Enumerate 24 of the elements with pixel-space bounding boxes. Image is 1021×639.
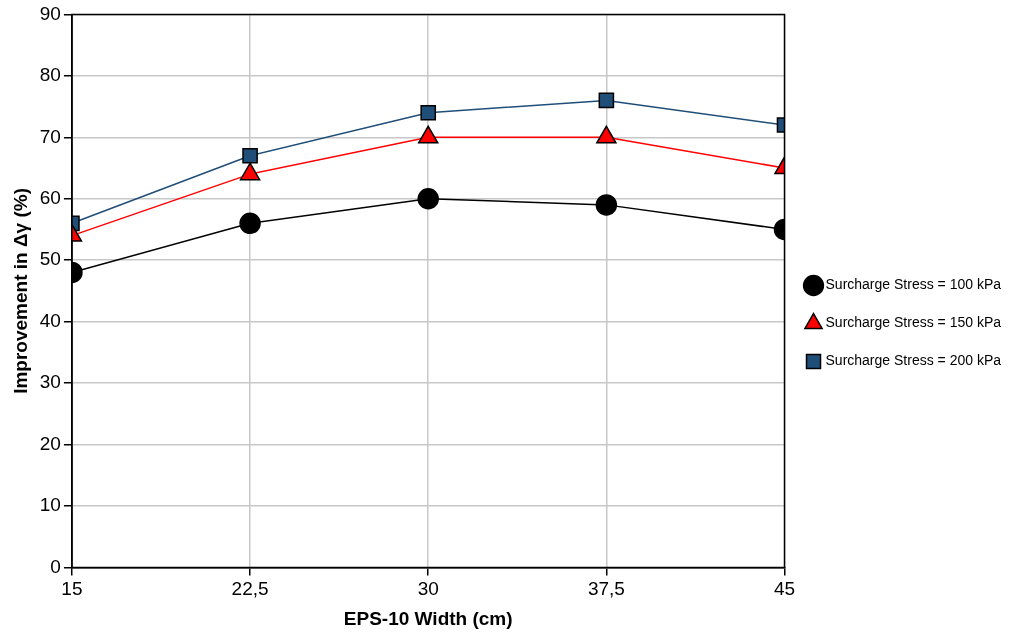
- point: [420, 104, 437, 121]
- y-tick-label: 70: [39, 125, 61, 147]
- y-tick-label: 90: [39, 2, 61, 24]
- x-tick-label: 37,5: [587, 578, 625, 600]
- y-tick-label: 0: [50, 555, 61, 577]
- y-tick-label: 20: [39, 432, 61, 454]
- y-tick-label: 10: [39, 494, 61, 516]
- legend-label: Surcharge Stress = 200 kPa: [825, 352, 1002, 369]
- y-tick-label: 50: [39, 248, 61, 270]
- point: [417, 187, 439, 210]
- y-tick-label: 40: [39, 309, 61, 331]
- x-tick-label: 30: [417, 578, 439, 600]
- y-axis-title: Improvement in Δγ (%): [9, 187, 31, 394]
- x-tick-label: 15: [61, 578, 83, 600]
- legend-label: Surcharge Stress = 150 kPa: [825, 314, 1002, 331]
- point: [239, 212, 261, 235]
- y-tick-label: 80: [39, 64, 61, 86]
- y-tick-label: 30: [39, 371, 61, 393]
- x-axis-title: EPS-10 Width (cm): [343, 607, 513, 629]
- point: [242, 147, 258, 164]
- legend-label: Surcharge Stress = 100 kPa: [825, 276, 1002, 293]
- x-tick-label: 22,5: [231, 578, 269, 600]
- y-tick-label: 60: [39, 186, 61, 208]
- x-tick-label: 45: [773, 578, 796, 600]
